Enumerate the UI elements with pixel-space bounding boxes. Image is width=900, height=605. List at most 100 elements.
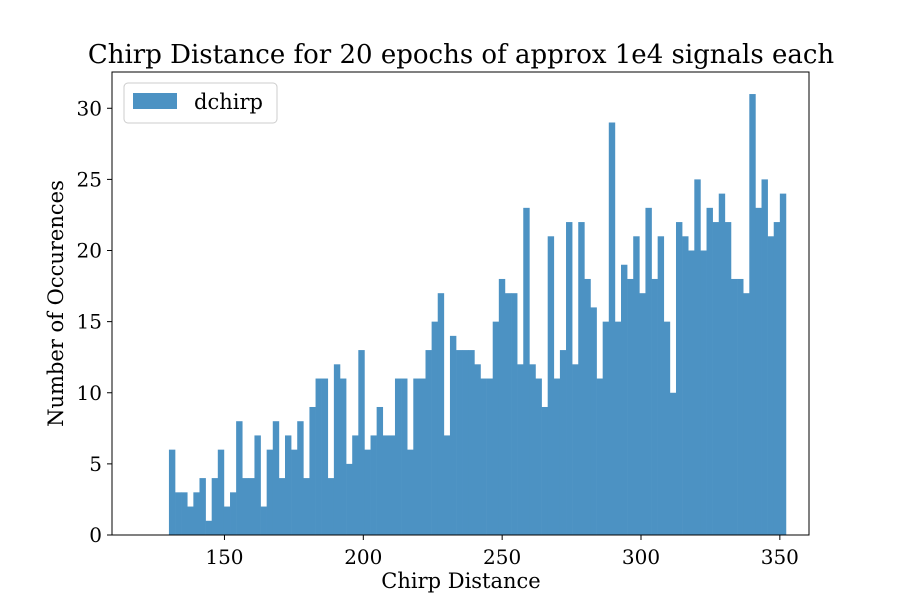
histogram-bar	[266, 449, 274, 535]
histogram-bar	[425, 350, 432, 535]
y-tick-label: 0	[89, 523, 102, 547]
histogram-bar	[492, 321, 500, 535]
histogram-bar	[370, 435, 377, 535]
histogram-bar	[657, 236, 665, 536]
histogram-bar	[504, 293, 512, 535]
histogram-bar	[388, 435, 396, 535]
histogram-bar	[559, 350, 567, 535]
histogram-bar	[468, 350, 475, 535]
y-tick-label: 20	[77, 239, 102, 263]
histogram-bar	[285, 435, 292, 535]
histogram-bar	[639, 293, 646, 535]
histogram-bar	[376, 406, 384, 535]
histogram-bar	[382, 435, 390, 535]
histogram-bar	[431, 321, 439, 535]
histogram-bar	[724, 222, 732, 535]
histogram-bar	[682, 236, 689, 536]
chart-title: Chirp Distance for 20 epochs of approx 1…	[88, 40, 835, 70]
histogram-bar	[175, 492, 182, 535]
histogram-bar	[614, 321, 622, 535]
bars-group	[168, 94, 787, 536]
histogram-bar	[230, 492, 237, 535]
histogram-bar	[223, 506, 231, 535]
x-tick-label: 150	[205, 545, 243, 569]
histogram-bar	[315, 378, 322, 535]
histogram-bar	[737, 278, 744, 535]
histogram-bar	[669, 392, 677, 535]
histogram-bar	[462, 350, 469, 535]
histogram-bar	[309, 406, 316, 535]
legend-label: dchirp	[194, 90, 263, 114]
y-tick-label: 10	[77, 381, 102, 405]
y-tick-label: 15	[77, 310, 102, 334]
histogram-bar	[755, 207, 762, 535]
histogram-bar	[407, 449, 414, 535]
histogram-bar	[718, 193, 726, 535]
histogram-bar	[474, 364, 481, 535]
histogram-bar	[217, 449, 225, 535]
histogram-bar	[517, 364, 524, 535]
histogram-bar	[596, 378, 603, 535]
histogram-bar	[651, 278, 658, 535]
histogram-bar	[193, 492, 200, 535]
histogram-bar	[339, 378, 347, 535]
histogram-bar	[553, 378, 561, 535]
histogram-bar	[297, 421, 304, 535]
histogram-bar	[743, 293, 750, 535]
histogram-bar	[333, 364, 341, 535]
histogram-bar	[675, 222, 683, 535]
histogram-bar	[248, 478, 255, 535]
histogram-bar	[291, 449, 298, 535]
histogram-bar	[272, 421, 280, 535]
histogram-bar	[633, 236, 640, 536]
histogram-bar	[523, 207, 530, 535]
histogram-bar	[278, 478, 286, 535]
histogram-bar	[498, 278, 506, 535]
x-tick-label: 200	[344, 545, 382, 569]
x-axis-ticks: 150 200 250 300 350	[205, 535, 799, 569]
histogram-bar	[694, 179, 701, 535]
y-axis-label: Number of Occurences	[44, 180, 68, 427]
histogram-bar	[303, 478, 310, 535]
histogram-bar	[730, 278, 738, 535]
x-tick-label: 250	[483, 545, 521, 569]
x-axis-label: Chirp Distance	[381, 569, 540, 593]
histogram-bar	[645, 207, 652, 535]
histogram-bar	[688, 250, 695, 535]
histogram-bar	[547, 236, 555, 536]
y-axis-ticks: 0 5 10 15 20 25 30	[77, 96, 112, 547]
histogram-bar	[394, 378, 402, 535]
histogram-bar	[187, 506, 194, 535]
histogram-bar	[346, 463, 353, 535]
legend: dchirp	[123, 82, 278, 124]
histogram-bar	[773, 222, 781, 535]
histogram-bar	[712, 222, 720, 535]
histogram-bar	[168, 449, 176, 535]
histogram-bar	[211, 478, 219, 535]
histogram-bar	[621, 264, 628, 535]
histogram-bar	[663, 321, 671, 535]
plot-area-frame	[111, 71, 810, 536]
histogram-bar	[535, 378, 542, 535]
x-tick-label: 350	[761, 545, 799, 569]
histogram-bar	[590, 307, 597, 535]
histogram-bar	[437, 293, 445, 535]
histogram-bar	[236, 421, 243, 535]
histogram-bar	[364, 449, 371, 535]
y-tick-label: 30	[77, 96, 102, 120]
histogram-bar	[608, 122, 616, 535]
histogram-bar	[449, 335, 457, 535]
histogram-bar	[480, 378, 487, 535]
histogram-bar	[529, 364, 536, 535]
histogram-bar	[767, 236, 775, 536]
histogram-bar	[706, 207, 713, 535]
histogram-bar	[779, 193, 787, 535]
histogram-bar	[627, 278, 634, 535]
histogram-bar	[327, 478, 335, 535]
histogram-bar	[541, 406, 548, 535]
histogram-bar	[566, 222, 573, 535]
histogram-bar	[443, 435, 451, 535]
histogram-bar	[413, 378, 420, 535]
legend-swatch	[133, 93, 177, 109]
